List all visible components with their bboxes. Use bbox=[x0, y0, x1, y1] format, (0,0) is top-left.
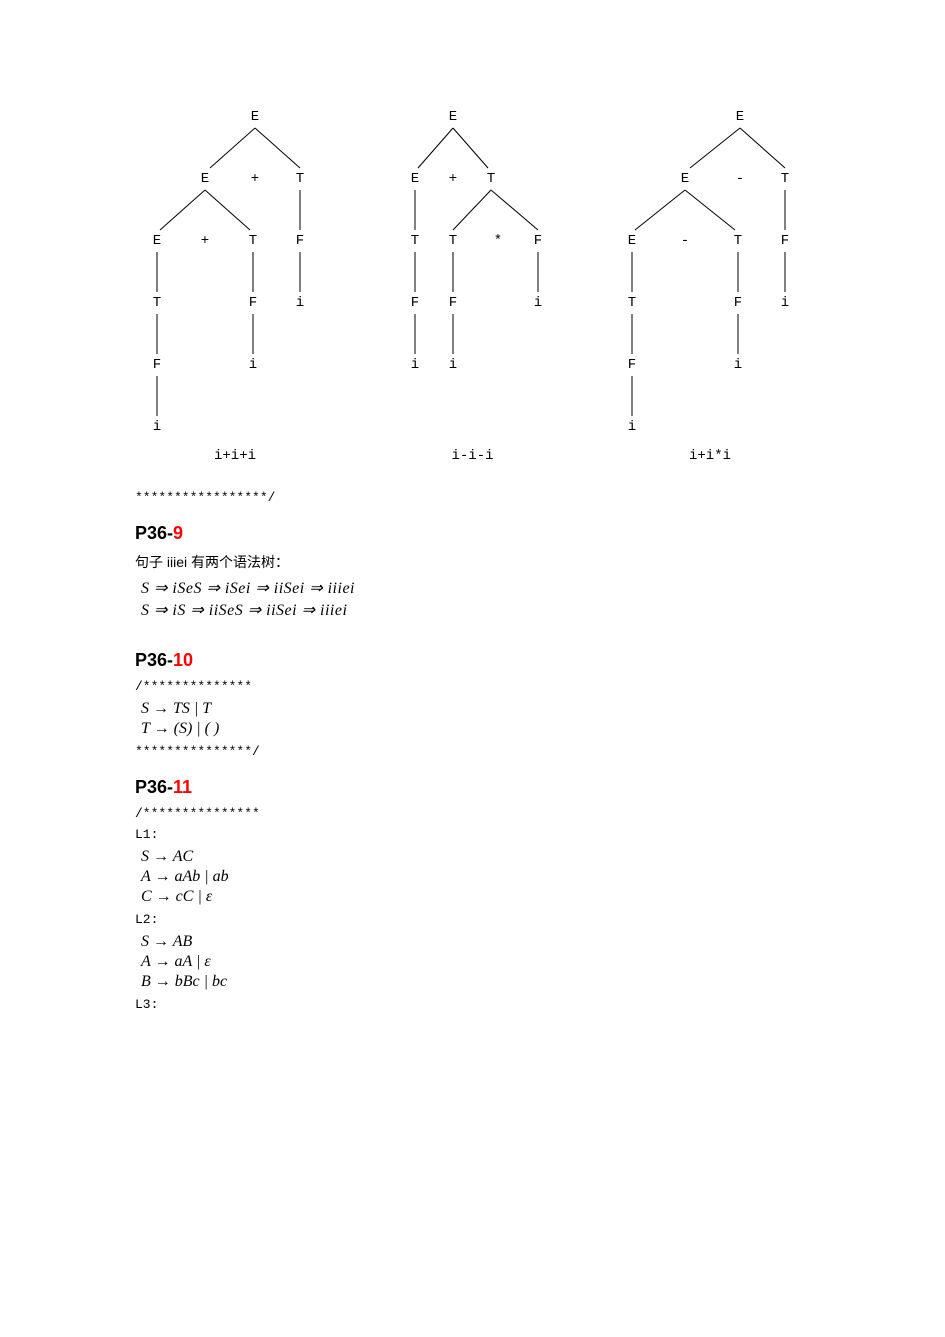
p36-11-L2-g1: S → AB bbox=[141, 933, 810, 951]
tree1-i2: i bbox=[249, 357, 257, 373]
tree1-F3: F bbox=[153, 357, 161, 373]
tree3-E0: E bbox=[736, 109, 744, 125]
p36-11-L1-g2: A → aAb | ab bbox=[141, 868, 810, 886]
heading-p36-9: P36-9 bbox=[135, 523, 810, 544]
tree1-F2: F bbox=[249, 295, 257, 311]
tree3-F2: F bbox=[734, 295, 742, 311]
tree3-caption: i+i*i bbox=[610, 448, 810, 464]
p36-9-deriv2: S ⇒ iS ⇒ iiSeS ⇒ iiSei ⇒ iiiei bbox=[141, 600, 810, 620]
parse-trees-row: E E + T E + T F T F i bbox=[135, 0, 810, 484]
tree1-plus2: + bbox=[201, 233, 209, 249]
p36-11-L2-g3: B → bBc | bc bbox=[141, 973, 810, 991]
p36-11-L3: L3: bbox=[135, 997, 810, 1012]
tree2-E1: E bbox=[410, 171, 418, 187]
p36-9-cn: 句子 iiiei 有两个语法树： bbox=[135, 552, 810, 572]
tree2-F2: F bbox=[410, 295, 418, 311]
heading-num: 9 bbox=[173, 523, 183, 543]
tree3-i2: i bbox=[734, 357, 742, 373]
p36-10-close: ***************/ bbox=[135, 744, 810, 759]
heading-num: 10 bbox=[173, 650, 193, 670]
comment-close-1: *****************/ bbox=[135, 490, 810, 505]
p36-11-L1-g1: S → AC bbox=[141, 848, 810, 866]
heading-prefix: P36- bbox=[135, 523, 173, 543]
p36-10-g2: T → (S) | ( ) bbox=[141, 720, 810, 738]
heading-prefix: P36- bbox=[135, 777, 173, 797]
tree3-minus2: - bbox=[681, 233, 689, 249]
tree1-i1: i bbox=[296, 295, 304, 311]
p36-11-L2: L2: bbox=[135, 912, 810, 927]
p36-11-L2-g2: A → aA | ε bbox=[141, 953, 810, 971]
tree3-T3: T bbox=[628, 295, 636, 311]
tree2-i2: i bbox=[410, 357, 418, 373]
tree1-caption: i+i+i bbox=[135, 448, 335, 464]
tree-svg-2: E E + T T T * F F F i bbox=[373, 100, 573, 440]
tree2-i1: i bbox=[533, 295, 541, 311]
tree1-i3: i bbox=[153, 419, 161, 435]
heading-p36-10: P36-10 bbox=[135, 650, 810, 671]
tree2-T1: T bbox=[486, 171, 494, 187]
tree2-i3: i bbox=[448, 357, 456, 373]
tree-svg-3: E E - T E - T F T F i bbox=[610, 100, 810, 440]
p36-10-open: /************** bbox=[135, 679, 810, 694]
tree2-star: * bbox=[493, 233, 501, 249]
p36-10-g1: S → TS | T bbox=[141, 700, 810, 718]
heading-num: 11 bbox=[173, 777, 192, 797]
tree3-i1: i bbox=[781, 295, 789, 311]
tree3-F3: F bbox=[628, 357, 636, 373]
tree2-F3: F bbox=[448, 295, 456, 311]
parse-tree-3: E E - T E - T F T F i bbox=[610, 100, 810, 464]
p36-11-open: /*************** bbox=[135, 806, 810, 821]
tree1-T1: T bbox=[296, 171, 304, 187]
tree3-F1: F bbox=[781, 233, 789, 249]
tree3-T2: T bbox=[734, 233, 742, 249]
document-body: E E + T E + T F T F i bbox=[0, 0, 945, 1058]
tree3-minus1: - bbox=[736, 171, 744, 187]
tree2-E0: E bbox=[448, 109, 456, 125]
tree3-E1: E bbox=[681, 171, 689, 187]
tree3-E2: E bbox=[628, 233, 636, 249]
heading-p36-11: P36-11 bbox=[135, 777, 810, 798]
tree2-T3: T bbox=[448, 233, 456, 249]
p36-11-L1: L1: bbox=[135, 827, 810, 842]
parse-tree-1: E E + T E + T F T F i bbox=[135, 100, 335, 464]
p36-9-deriv1: S ⇒ iSeS ⇒ iSei ⇒ iiSei ⇒ iiiei bbox=[141, 578, 810, 598]
tree1-T3: T bbox=[153, 295, 161, 311]
tree2-T2: T bbox=[410, 233, 418, 249]
tree2-caption: i-i-i bbox=[373, 448, 573, 464]
tree1-plus1: + bbox=[251, 171, 259, 187]
tree1-E1: E bbox=[201, 171, 209, 187]
tree1-E0: E bbox=[251, 109, 259, 125]
tree3-i3: i bbox=[628, 419, 636, 435]
tree2-F1: F bbox=[533, 233, 541, 249]
tree3-T1: T bbox=[781, 171, 789, 187]
p36-11-L1-g3: C → cC | ε bbox=[141, 888, 810, 906]
tree1-F1: F bbox=[296, 233, 304, 249]
parse-tree-2: E E + T T T * F F F i bbox=[373, 100, 573, 464]
tree-svg-1: E E + T E + T F T F i bbox=[135, 100, 335, 440]
tree1-T2: T bbox=[249, 233, 257, 249]
tree2-plus1: + bbox=[448, 171, 456, 187]
heading-prefix: P36- bbox=[135, 650, 173, 670]
tree1-E2: E bbox=[153, 233, 161, 249]
